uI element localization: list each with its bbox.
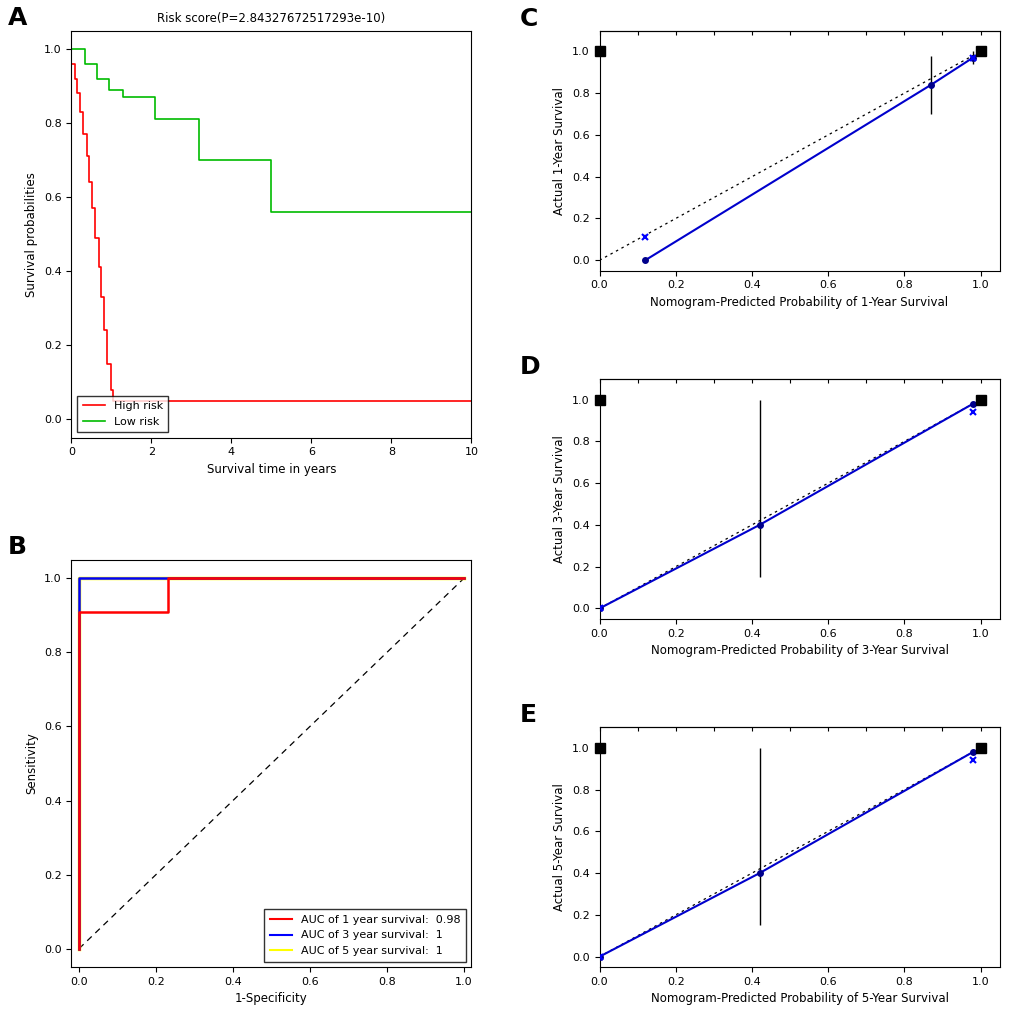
Legend: High risk, Low risk: High risk, Low risk — [76, 396, 168, 433]
Y-axis label: Survival probabilities: Survival probabilities — [25, 172, 39, 296]
Y-axis label: Actual 5-Year Survival: Actual 5-Year Survival — [553, 783, 566, 911]
X-axis label: Nomogram-Predicted Probability of 1-Year Survival: Nomogram-Predicted Probability of 1-Year… — [650, 296, 948, 308]
Y-axis label: Actual 1-Year Survival: Actual 1-Year Survival — [553, 87, 566, 215]
Text: C: C — [519, 6, 537, 31]
Legend: AUC of 1 year survival:  0.98, AUC of 3 year survival:  1, AUC of 5 year surviva: AUC of 1 year survival: 0.98, AUC of 3 y… — [264, 909, 466, 962]
X-axis label: Survival time in years: Survival time in years — [207, 463, 336, 476]
Text: E: E — [519, 703, 536, 727]
X-axis label: 1-Specificity: 1-Specificity — [234, 993, 308, 1006]
Text: A: A — [7, 6, 26, 31]
Text: D: D — [519, 354, 540, 379]
Title: Risk score(P=2.84327672517293e-10): Risk score(P=2.84327672517293e-10) — [157, 12, 385, 25]
Text: B: B — [7, 535, 26, 560]
Y-axis label: Sensitivity: Sensitivity — [25, 733, 39, 794]
X-axis label: Nomogram-Predicted Probability of 5-Year Survival: Nomogram-Predicted Probability of 5-Year… — [650, 993, 948, 1006]
X-axis label: Nomogram-Predicted Probability of 3-Year Survival: Nomogram-Predicted Probability of 3-Year… — [650, 644, 948, 658]
Y-axis label: Actual 3-Year Survival: Actual 3-Year Survival — [553, 435, 566, 563]
